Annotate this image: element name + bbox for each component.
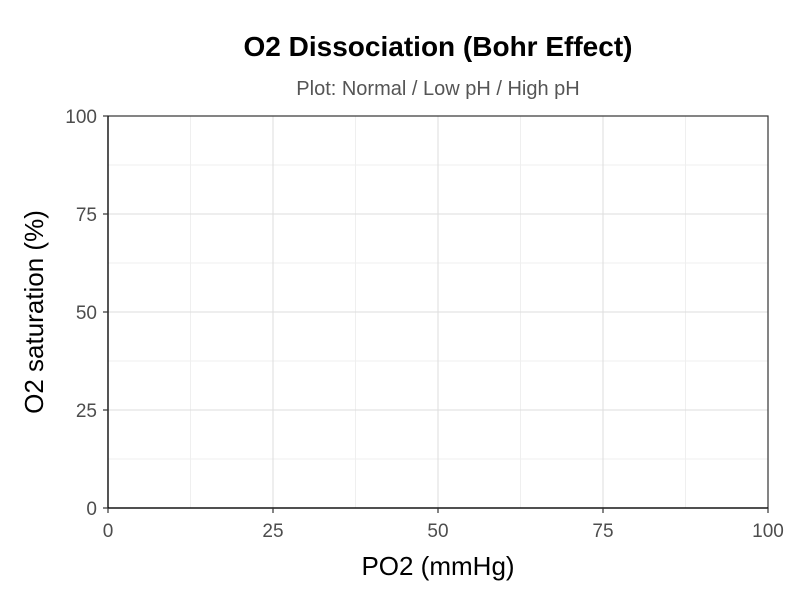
y-tick-label: 75 xyxy=(76,205,97,226)
x-tick-label: 0 xyxy=(103,521,114,542)
x-axis-title: PO2 (mmHg) xyxy=(361,551,514,581)
axes xyxy=(103,115,769,513)
y-tick-label: 0 xyxy=(86,499,97,520)
chart-title: O2 Dissociation (Bohr Effect) xyxy=(244,31,633,62)
plot-panel: 0 25 50 75 100 0 25 50 75 100 xyxy=(65,107,784,542)
chart-subtitle: Plot: Normal / Low pH / High pH xyxy=(296,78,579,100)
x-tick-label: 25 xyxy=(262,521,283,542)
x-tick-label: 100 xyxy=(752,521,784,542)
x-tick-label: 50 xyxy=(427,521,448,542)
y-tick-label: 100 xyxy=(65,107,97,128)
x-tick-label: 75 xyxy=(592,521,613,542)
y-tick-label: 50 xyxy=(76,303,97,324)
y-tick-label: 25 xyxy=(76,401,97,422)
grid xyxy=(107,115,769,509)
tick-labels: 0 25 50 75 100 0 25 50 75 100 xyxy=(65,107,784,542)
y-axis-title: O2 saturation (%) xyxy=(19,210,49,414)
